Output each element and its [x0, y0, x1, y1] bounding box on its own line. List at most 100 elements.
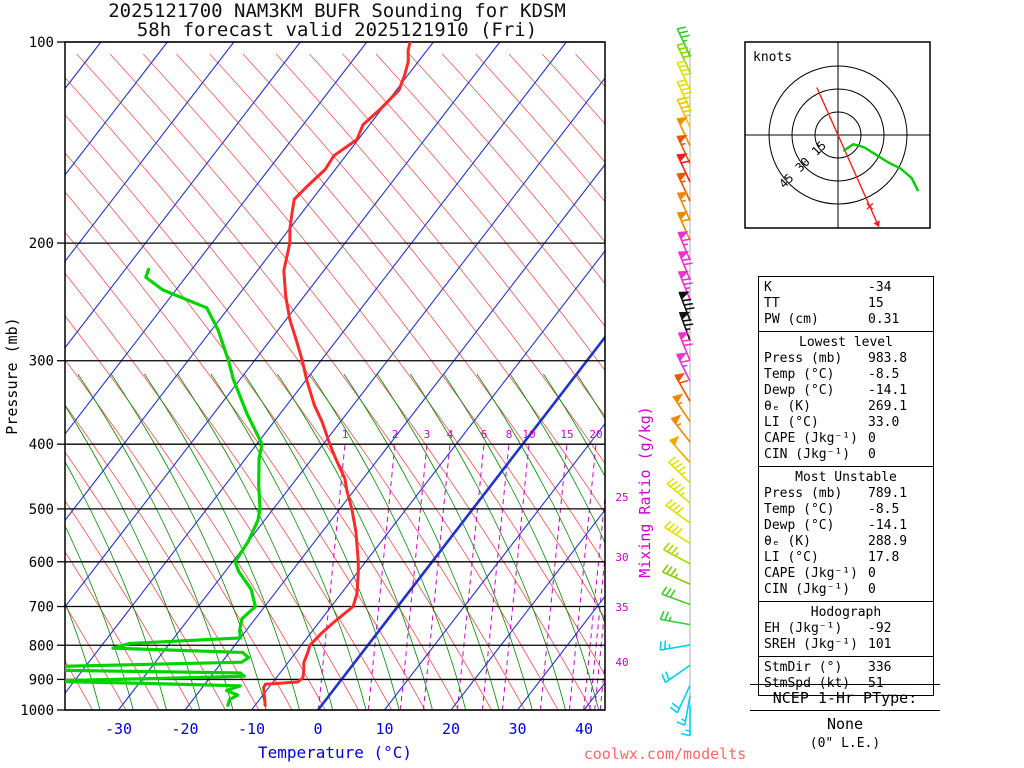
moist-adiabat-line — [210, 373, 367, 710]
index-label: Press (mb) — [764, 351, 843, 366]
index-value: 0 — [868, 582, 876, 597]
barb-half — [683, 243, 689, 246]
barb-pennant — [677, 211, 689, 221]
wind-barb — [676, 60, 692, 91]
indices-panel: K -34 TT 15 PW (cm) 0.31 Lowest level Press (mb… — [758, 276, 934, 696]
index-label: LI (°C) — [764, 550, 819, 565]
barb-pennant — [669, 435, 680, 447]
barb-full — [666, 477, 675, 485]
barb-full — [680, 160, 690, 164]
pressure-tick-label: 400 — [29, 437, 54, 453]
index-label: TT — [764, 296, 780, 311]
index-row: LI (°C) 33.0 — [764, 415, 928, 431]
freezing-isotherm-line — [316, 335, 605, 710]
dry-adiabat-line — [76, 53, 559, 710]
index-value: -14.1 — [868, 518, 908, 533]
barb-full — [681, 238, 691, 242]
barb-full — [682, 339, 692, 343]
hodograph-trace — [842, 142, 919, 192]
dry-adiabat-line — [342, 53, 605, 372]
index-value: 0 — [868, 566, 876, 581]
wind-barb — [674, 372, 691, 402]
isotherm-line — [184, 163, 605, 710]
barb-half — [668, 616, 672, 622]
indices-section-title: Lowest level — [799, 335, 893, 350]
wind-barb — [669, 685, 691, 714]
barb-pennant — [677, 191, 689, 201]
index-value: -8.5 — [868, 367, 900, 382]
barb-full — [682, 258, 692, 262]
index-row: Press (mb) 789.1 — [764, 486, 928, 502]
wind-barb — [676, 117, 691, 147]
index-label: PW (cm) — [764, 312, 819, 327]
index-value: -92 — [868, 621, 892, 636]
wind-barb — [665, 498, 691, 524]
barb-full — [677, 465, 687, 473]
index-row: θₑ (K) 269.1 — [764, 399, 928, 415]
dry-adiabat-line — [475, 53, 605, 203]
sounding-traces — [65, 42, 412, 707]
wind-barb — [662, 542, 691, 565]
wind-barb — [676, 42, 692, 73]
barb-full — [661, 673, 667, 683]
barb-full — [681, 732, 691, 737]
moist-adiabat-line — [310, 373, 467, 710]
barb-pennant — [677, 231, 689, 240]
dry-adiabat-line — [1008, 54, 1024, 710]
mixing-ratio-value-label: 35 — [615, 601, 628, 614]
moist-adiabat-line — [243, 373, 400, 710]
barb-full — [679, 64, 689, 68]
barb-pennant — [676, 134, 688, 144]
dry-adiabat-line — [941, 54, 1024, 710]
barb-full — [666, 544, 674, 553]
wind-barb — [670, 414, 691, 443]
index-value: 101 — [868, 637, 892, 652]
moist-adiabat-line — [443, 373, 600, 710]
dry-adiabat-line — [65, 315, 326, 710]
barb-half — [680, 180, 686, 183]
barb-full — [669, 589, 676, 598]
mixing-ratio-line — [589, 556, 605, 710]
dry-adiabat-line — [65, 77, 526, 710]
barb-full — [682, 91, 692, 95]
barb-full — [680, 105, 690, 109]
barb-full — [679, 379, 689, 384]
moist-adiabat-line — [343, 373, 500, 710]
wind-barb — [661, 564, 691, 585]
index-value: 288.9 — [868, 534, 908, 549]
index-value: 33.0 — [868, 415, 900, 430]
index-row: K -34 — [764, 280, 928, 296]
barb-full — [680, 68, 690, 72]
mixing-ratio-value-label: 8 — [506, 428, 513, 441]
pressure-tick-label: 900 — [29, 672, 54, 688]
barb-full — [682, 298, 692, 302]
pressure-tick-label: 500 — [29, 502, 54, 518]
index-row: PW (cm) 0.31 — [764, 312, 928, 328]
barb-full — [661, 586, 668, 595]
wind-barb — [676, 695, 691, 727]
mixing-ratio-value-label: 2 — [392, 428, 399, 441]
isotherm-line — [65, 42, 235, 263]
barb-full — [680, 359, 690, 364]
mixing-ratio-line — [422, 443, 451, 710]
barb-full — [676, 721, 686, 727]
pressure-tick-label: 200 — [29, 236, 54, 252]
wind-barb — [661, 586, 691, 606]
index-value: 983.8 — [868, 351, 908, 366]
dry-adiabat-line — [242, 53, 605, 514]
isotherm-line — [384, 422, 605, 710]
moist-adiabat-line — [476, 373, 605, 625]
moist-adiabat-line — [177, 373, 334, 710]
temperature-tick-label: 10 — [375, 720, 393, 738]
moist-adiabat-line — [65, 404, 201, 710]
moist-adiabat-line — [144, 373, 300, 710]
pressure-axis-label: Pressure (mb) — [3, 317, 21, 434]
mixing-ratio-line — [501, 443, 530, 710]
index-row: StmSpd (kt) 51 — [764, 676, 928, 692]
barb-full — [682, 277, 692, 281]
wind-barb — [681, 705, 691, 737]
barb-pennant — [676, 117, 688, 126]
barb-half — [680, 471, 686, 476]
